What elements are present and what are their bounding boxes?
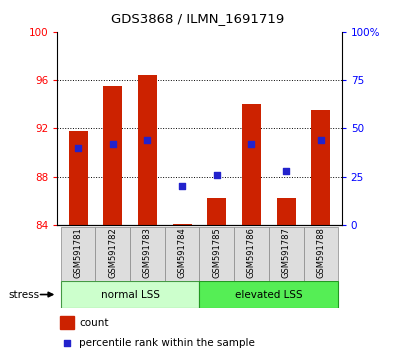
Point bbox=[214, 172, 220, 177]
Text: GSM591782: GSM591782 bbox=[108, 228, 117, 278]
Bar bbox=[303, 227, 338, 281]
Point bbox=[64, 341, 70, 346]
Text: percentile rank within the sample: percentile rank within the sample bbox=[79, 338, 256, 348]
Bar bbox=[69, 131, 88, 225]
Text: normal LSS: normal LSS bbox=[101, 290, 160, 300]
Text: GSM591785: GSM591785 bbox=[213, 228, 221, 278]
Text: GSM591788: GSM591788 bbox=[316, 228, 325, 278]
Text: elevated LSS: elevated LSS bbox=[235, 290, 303, 300]
Bar bbox=[61, 281, 199, 308]
Text: GSM591786: GSM591786 bbox=[247, 228, 256, 278]
Text: GSM591783: GSM591783 bbox=[143, 228, 152, 278]
Bar bbox=[96, 227, 130, 281]
Bar bbox=[130, 227, 165, 281]
Text: count: count bbox=[79, 318, 109, 328]
Point bbox=[109, 141, 116, 147]
Bar bbox=[276, 198, 296, 225]
Point bbox=[248, 141, 255, 147]
Bar bbox=[242, 104, 261, 225]
Bar bbox=[234, 227, 269, 281]
Bar bbox=[103, 86, 122, 225]
Bar bbox=[311, 110, 330, 225]
Point bbox=[318, 137, 324, 143]
Bar bbox=[165, 227, 199, 281]
Text: GDS3868 / ILMN_1691719: GDS3868 / ILMN_1691719 bbox=[111, 12, 284, 25]
Bar bbox=[173, 224, 192, 225]
Bar bbox=[138, 75, 157, 225]
Bar bbox=[199, 227, 234, 281]
Bar bbox=[207, 198, 226, 225]
Text: GSM591787: GSM591787 bbox=[282, 228, 291, 278]
Point bbox=[179, 183, 185, 189]
Text: GSM591784: GSM591784 bbox=[178, 228, 186, 278]
Point bbox=[144, 137, 150, 143]
Point bbox=[283, 168, 290, 173]
Text: GSM591781: GSM591781 bbox=[73, 228, 83, 278]
Bar bbox=[269, 227, 303, 281]
Text: stress: stress bbox=[9, 290, 40, 299]
Point bbox=[75, 145, 81, 150]
Bar bbox=[60, 316, 73, 330]
Bar bbox=[199, 281, 338, 308]
Bar bbox=[61, 227, 96, 281]
